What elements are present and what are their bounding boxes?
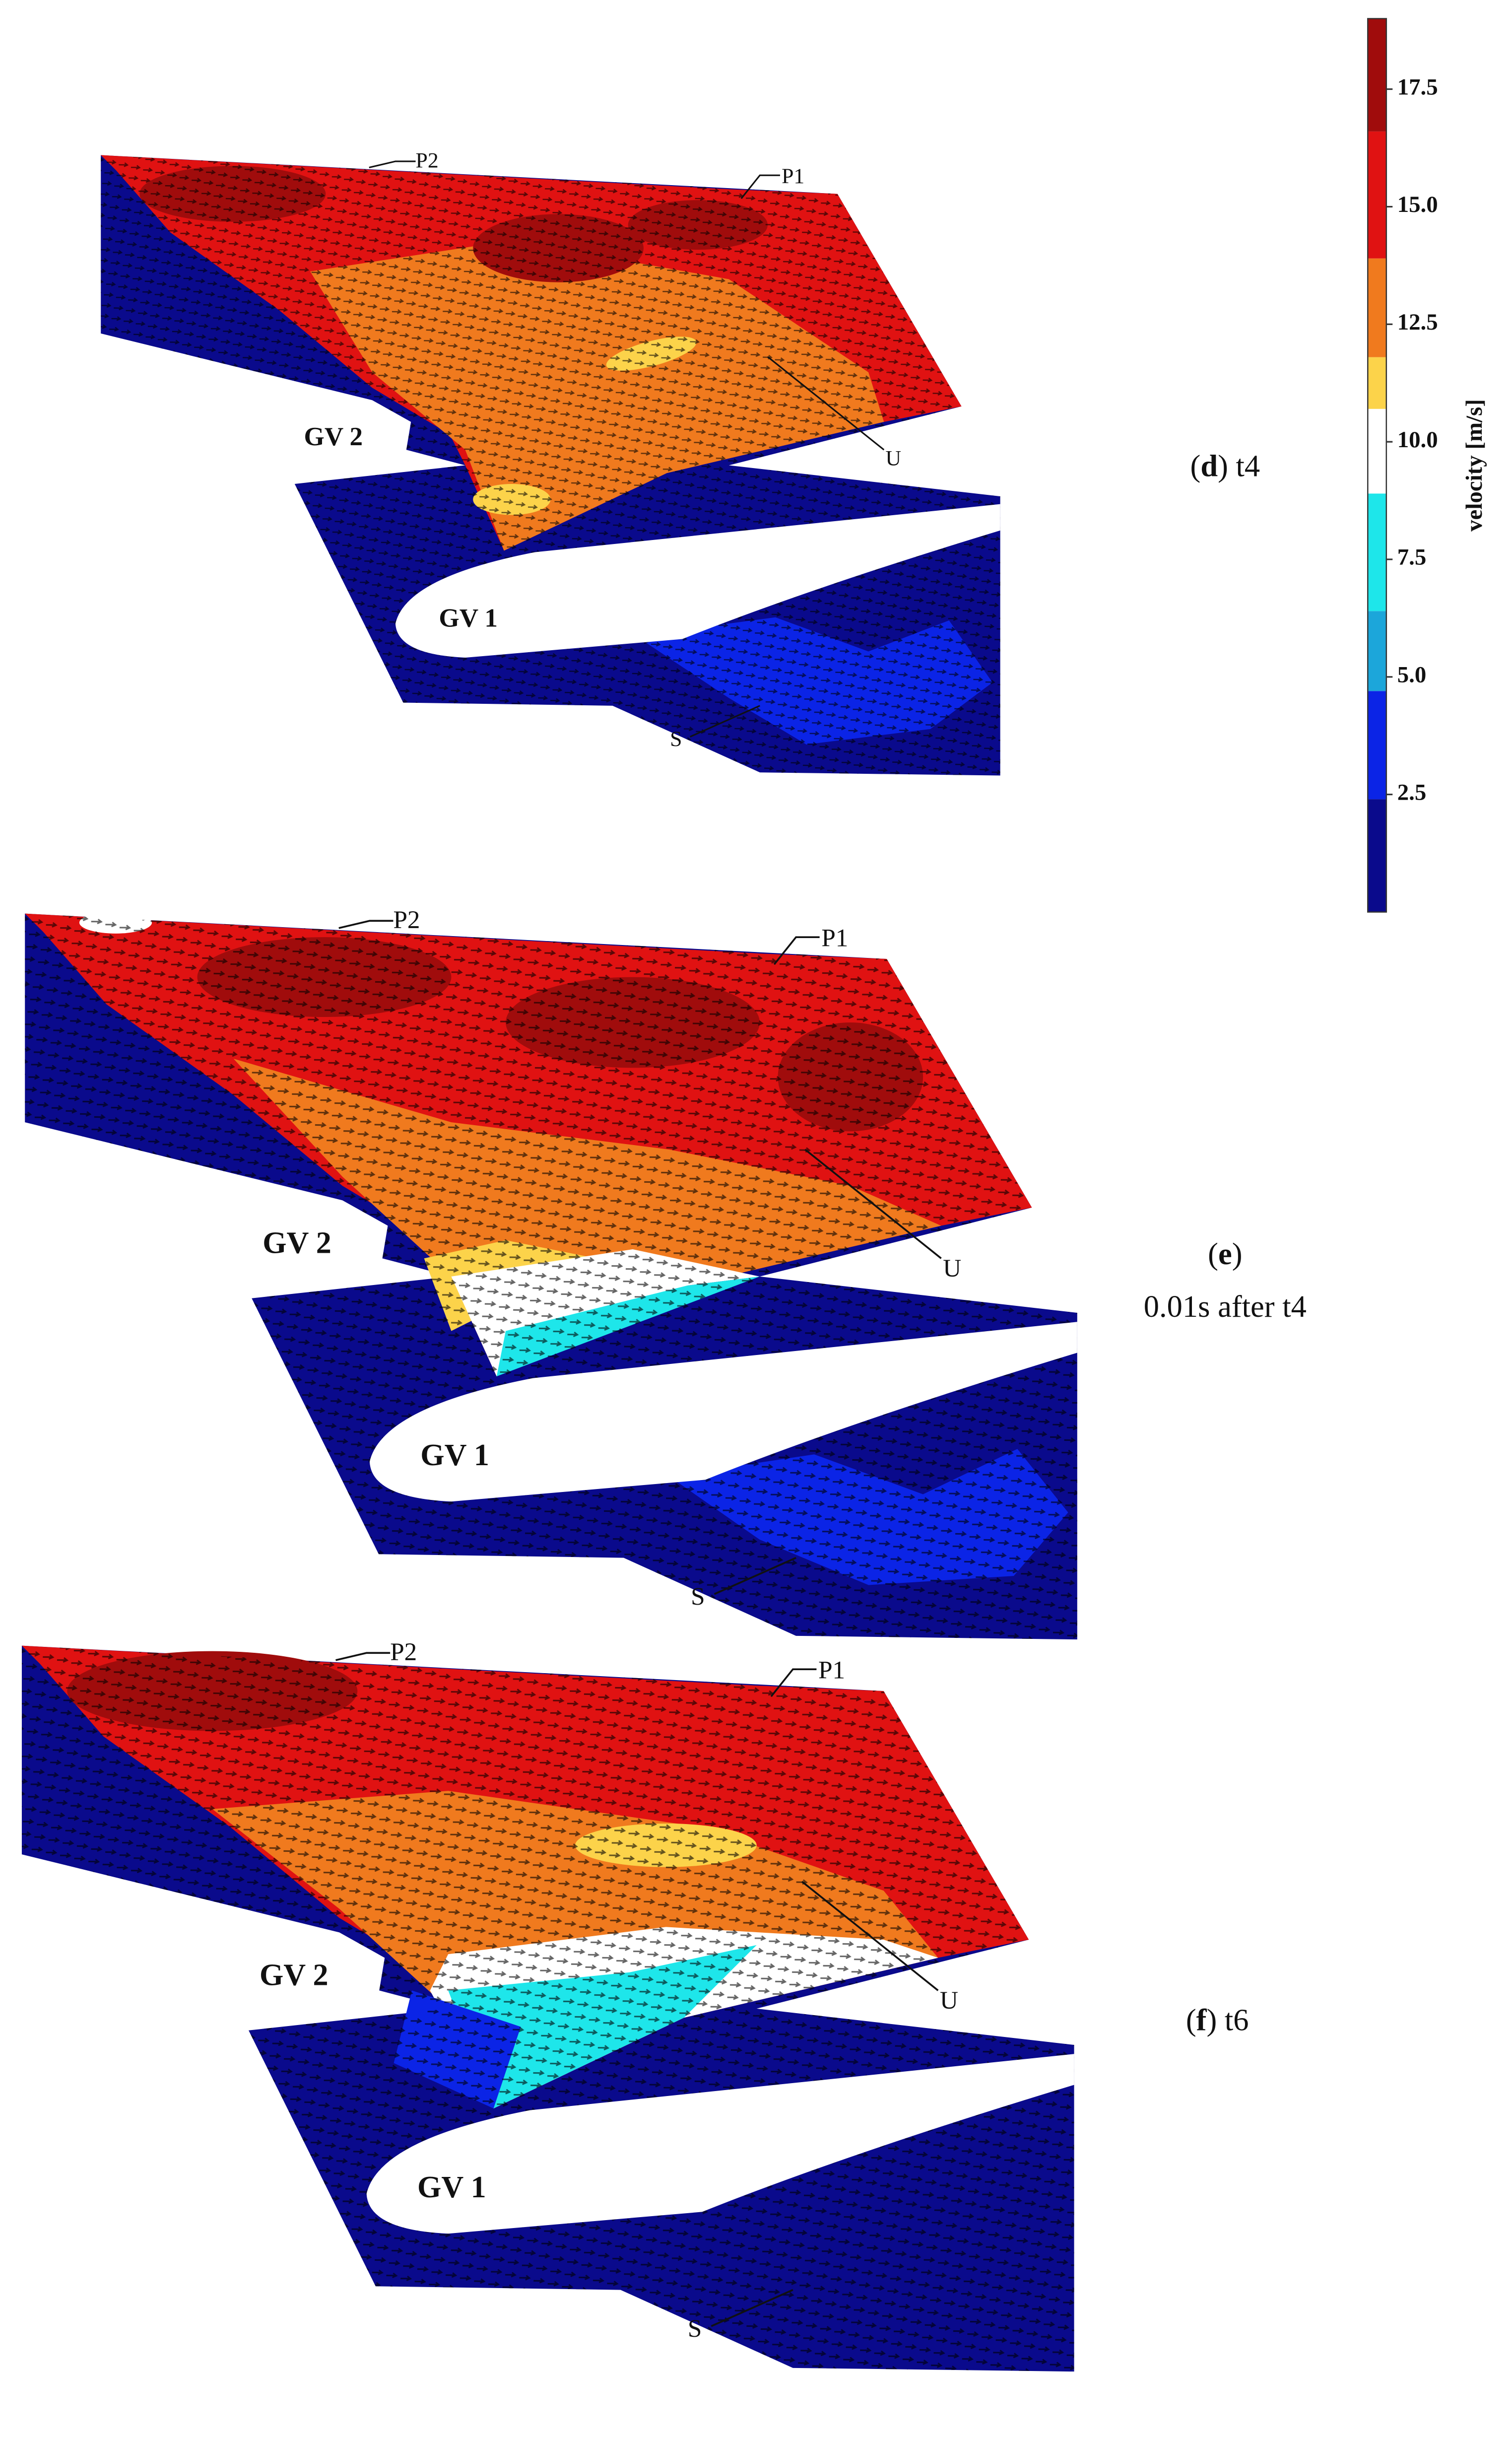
leader bbox=[335, 1652, 391, 1661]
panel: P2 P1 U GV 2 GV 1 S bbox=[25, 906, 1077, 1640]
leader bbox=[804, 1149, 942, 1259]
point-label: P1 bbox=[821, 924, 848, 952]
leader bbox=[740, 174, 780, 199]
point-label: P2 bbox=[393, 906, 420, 934]
point-label: U bbox=[943, 1254, 961, 1283]
point-label: U bbox=[885, 447, 901, 471]
colorbar-tick-label: 12.5 bbox=[1397, 309, 1438, 335]
point-label: P2 bbox=[390, 1638, 417, 1666]
leader bbox=[690, 705, 760, 738]
vane-label: GV 1 bbox=[439, 604, 498, 633]
leader bbox=[714, 1557, 796, 1595]
colorbar-tick-label: 17.5 bbox=[1397, 74, 1438, 100]
colorbar-tick-label: 7.5 bbox=[1397, 544, 1427, 570]
panel-caption: (f) t6 bbox=[1186, 2003, 1249, 2037]
caption-letter: f bbox=[1196, 2003, 1207, 2037]
leader bbox=[773, 936, 820, 965]
point-label: P2 bbox=[416, 149, 439, 173]
leader bbox=[767, 356, 885, 451]
caption-letter: d bbox=[1200, 448, 1218, 483]
vane-label: GV 2 bbox=[263, 1226, 331, 1260]
colorbar-frame bbox=[1367, 18, 1387, 913]
colorbar-tick-label: 15.0 bbox=[1397, 192, 1438, 217]
colorbar-band bbox=[1368, 357, 1386, 409]
vane-label: GV 2 bbox=[304, 422, 363, 451]
vector-field bbox=[21, 1645, 1074, 2372]
caption-part: ) bbox=[1232, 1236, 1243, 1271]
point-label: S bbox=[670, 727, 682, 751]
point-label: S bbox=[691, 1583, 705, 1611]
colorbar-tick-label: 10.0 bbox=[1397, 427, 1438, 453]
leader bbox=[770, 1668, 817, 1697]
point-label: S bbox=[688, 2315, 702, 2343]
colorbar: 2.5 5.0 7.5 10.0 12.5 15.0 17.5 velocity [m/s] bbox=[1367, 18, 1487, 913]
colorbar-band bbox=[1368, 18, 1386, 132]
leader bbox=[801, 1881, 939, 1991]
colorbar-band bbox=[1368, 493, 1386, 611]
colorbar-band bbox=[1368, 799, 1386, 912]
caption-part: ) t4 bbox=[1218, 448, 1260, 483]
panel: P2 P1 U GV 2 GV 1 S bbox=[21, 1638, 1074, 2372]
colorbar-title: velocity [m/s] bbox=[1461, 399, 1487, 532]
colorbar-band bbox=[1368, 131, 1386, 259]
vane-label: GV 1 bbox=[417, 2170, 486, 2204]
panel-caption: (d) t4 bbox=[1190, 448, 1260, 483]
colorbar-band bbox=[1368, 258, 1386, 357]
colorbar-bands: 2.5 5.0 7.5 10.0 12.5 15.0 17.5 bbox=[1367, 18, 1438, 913]
colorbar-band bbox=[1368, 611, 1386, 691]
vane-label: GV 2 bbox=[260, 1958, 329, 1992]
point-label: P1 bbox=[782, 164, 804, 188]
panel-caption: (e) bbox=[1208, 1236, 1242, 1271]
caption-part: ( bbox=[1208, 1236, 1218, 1271]
vector-field bbox=[101, 155, 1000, 776]
caption-part: ( bbox=[1190, 448, 1200, 483]
caption-part: ) t6 bbox=[1206, 2003, 1249, 2037]
colorbar-tick-label: 2.5 bbox=[1397, 779, 1427, 805]
panel-subcaption: 0.01s after t4 bbox=[1144, 1289, 1307, 1324]
leader bbox=[338, 920, 394, 929]
colorbar-tick-label: 5.0 bbox=[1397, 662, 1427, 688]
vector-field bbox=[25, 913, 1077, 1640]
vane-label: GV 1 bbox=[420, 1438, 489, 1472]
leader bbox=[711, 2289, 793, 2327]
colorbar-band bbox=[1368, 691, 1386, 800]
caption-part: ( bbox=[1186, 2003, 1196, 2037]
caption-letter: e bbox=[1218, 1236, 1232, 1271]
leader bbox=[369, 160, 416, 169]
point-label: U bbox=[940, 1986, 958, 2015]
point-label: P1 bbox=[818, 1656, 845, 1684]
panel: P2 P1 U GV 2 GV 1 S bbox=[101, 149, 1000, 776]
colorbar-band bbox=[1368, 408, 1386, 494]
